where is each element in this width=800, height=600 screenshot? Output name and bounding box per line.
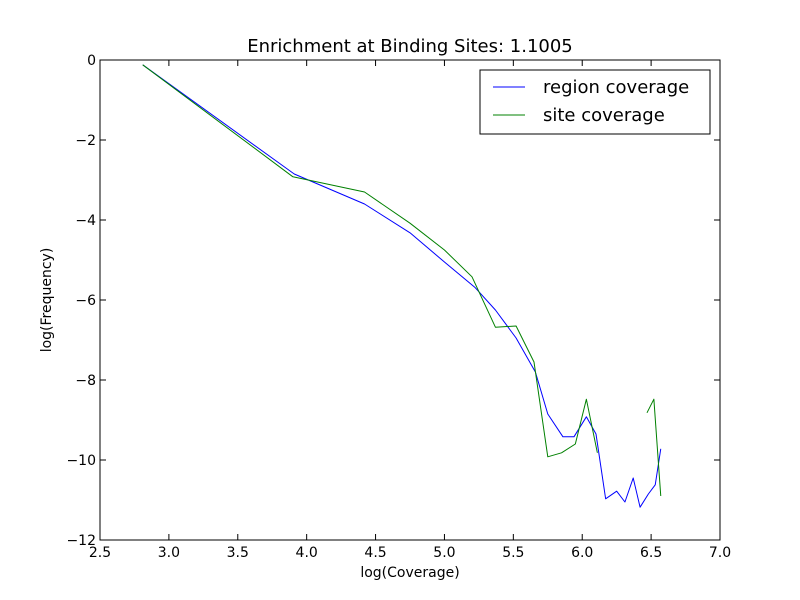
x-tick-label: 7.0 xyxy=(709,545,731,561)
y-tick-label: −8 xyxy=(75,373,96,389)
y-tick-label: −10 xyxy=(66,453,96,469)
legend-box xyxy=(479,69,711,135)
x-tick-label: 5.5 xyxy=(502,545,524,561)
y-axis: 0 −2 −4 −6 −8 −10 −12 xyxy=(66,53,720,549)
series-line-site-coverage xyxy=(646,398,662,497)
series-line-site-coverage xyxy=(142,64,598,458)
x-axis-label: log(Coverage) xyxy=(360,565,459,581)
plot-area xyxy=(100,60,720,540)
x-tick-label: 6.0 xyxy=(571,545,593,561)
y-tick-label: −12 xyxy=(66,533,96,549)
y-axis-label: log(Frequency) xyxy=(39,248,55,353)
x-tick-label: 4.0 xyxy=(296,545,318,561)
x-tick-label: 6.5 xyxy=(640,545,662,561)
series-layer xyxy=(142,64,662,508)
chart-title: Enrichment at Binding Sites: 1.1005 xyxy=(247,36,573,57)
y-tick-label: −6 xyxy=(75,293,96,309)
series-line-region-coverage xyxy=(142,64,662,508)
y-tick-label: 0 xyxy=(87,53,96,69)
x-tick-label: 3.5 xyxy=(227,545,249,561)
x-tick-label: 4.5 xyxy=(364,545,386,561)
x-tick-label: 5.0 xyxy=(433,545,455,561)
y-tick-label: −2 xyxy=(75,133,96,149)
legend-label-region-coverage: region coverage xyxy=(543,77,689,98)
x-tick-label: 3.0 xyxy=(158,545,180,561)
y-tick-label: −4 xyxy=(75,213,96,229)
legend: region coverage site coverage xyxy=(479,69,711,135)
legend-label-site-coverage: site coverage xyxy=(543,105,665,126)
x-tick-label: 2.5 xyxy=(89,545,111,561)
x-axis: 2.5 3.0 3.5 4.0 4.5 5.0 5.5 6.0 6.5 7.0 xyxy=(89,60,731,561)
